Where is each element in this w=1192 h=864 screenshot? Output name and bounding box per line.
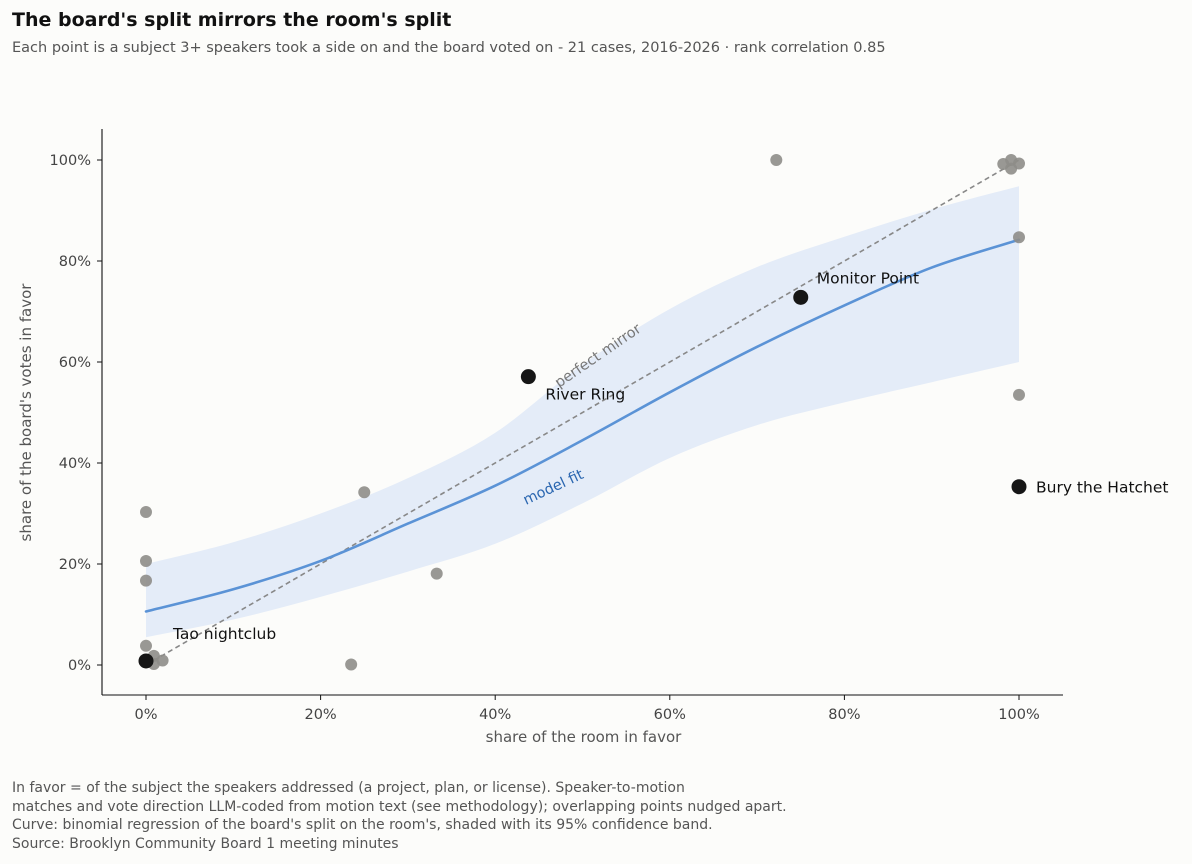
x-tick-label: 80% (828, 707, 860, 723)
model-fit-line (144, 238, 1021, 613)
data-point (1013, 388, 1025, 401)
data-point (1013, 157, 1025, 170)
footer-line: Source: Brooklyn Community Board 1 meeti… (12, 835, 399, 852)
data-point (140, 554, 152, 567)
perfect-mirror-line (145, 159, 1020, 666)
y-tick-label: 60% (59, 355, 91, 371)
chart-footer: In favor = of the subject the speakers a… (12, 779, 787, 853)
data-point (430, 567, 443, 580)
y-tick-label: 80% (59, 254, 91, 270)
highlighted-point (1011, 479, 1027, 495)
highlighted-point (138, 653, 154, 669)
highlighted-point (793, 289, 809, 305)
point-label: Monitor Point (817, 269, 919, 287)
y-tick-label: 40% (59, 456, 91, 472)
data-point (140, 639, 152, 652)
y-tick-label: 0% (68, 658, 91, 674)
model-fit-layer (144, 238, 1021, 613)
data-point (140, 505, 152, 518)
data-point (1013, 231, 1025, 244)
x-tick-label: 20% (304, 707, 336, 723)
data-point (770, 154, 783, 166)
point-label: Bury the Hatchet (1036, 479, 1168, 497)
point-label: River Ring (545, 386, 625, 404)
y-tick-label: 100% (50, 153, 91, 169)
footer-line: matches and vote direction LLM-coded fro… (12, 798, 787, 815)
y-axis-title: share of the board's votes in favor (17, 283, 35, 542)
x-tick-label: 0% (134, 707, 157, 723)
points-layer (138, 154, 1027, 671)
data-point (345, 658, 358, 671)
x-tick-label: 40% (479, 707, 511, 723)
perfect-mirror-layer (145, 159, 1020, 666)
point-label: Tao nightclub (172, 625, 276, 643)
x-tick-label: 100% (998, 707, 1039, 723)
data-point (156, 654, 169, 667)
chart-title: The board's split mirrors the room's spl… (12, 9, 452, 31)
chart-subtitle: Each point is a subject 3+ speakers took… (12, 40, 886, 56)
x-axis-title: share of the room in favor (486, 728, 682, 746)
highlighted-point (520, 369, 536, 385)
y-tick-label: 20% (59, 557, 91, 573)
axes-layer: 0% 20% 40% 60% 80% 100% 0% 20% 40% 60% 80% 100% shar… (17, 129, 1063, 746)
x-tick-label: 60% (654, 707, 686, 723)
footer-line: Curve: binomial regression of the board'… (12, 817, 713, 833)
data-point (358, 486, 371, 499)
footer-line: In favor = of the subject the speakers a… (12, 780, 685, 796)
data-point (140, 574, 152, 587)
